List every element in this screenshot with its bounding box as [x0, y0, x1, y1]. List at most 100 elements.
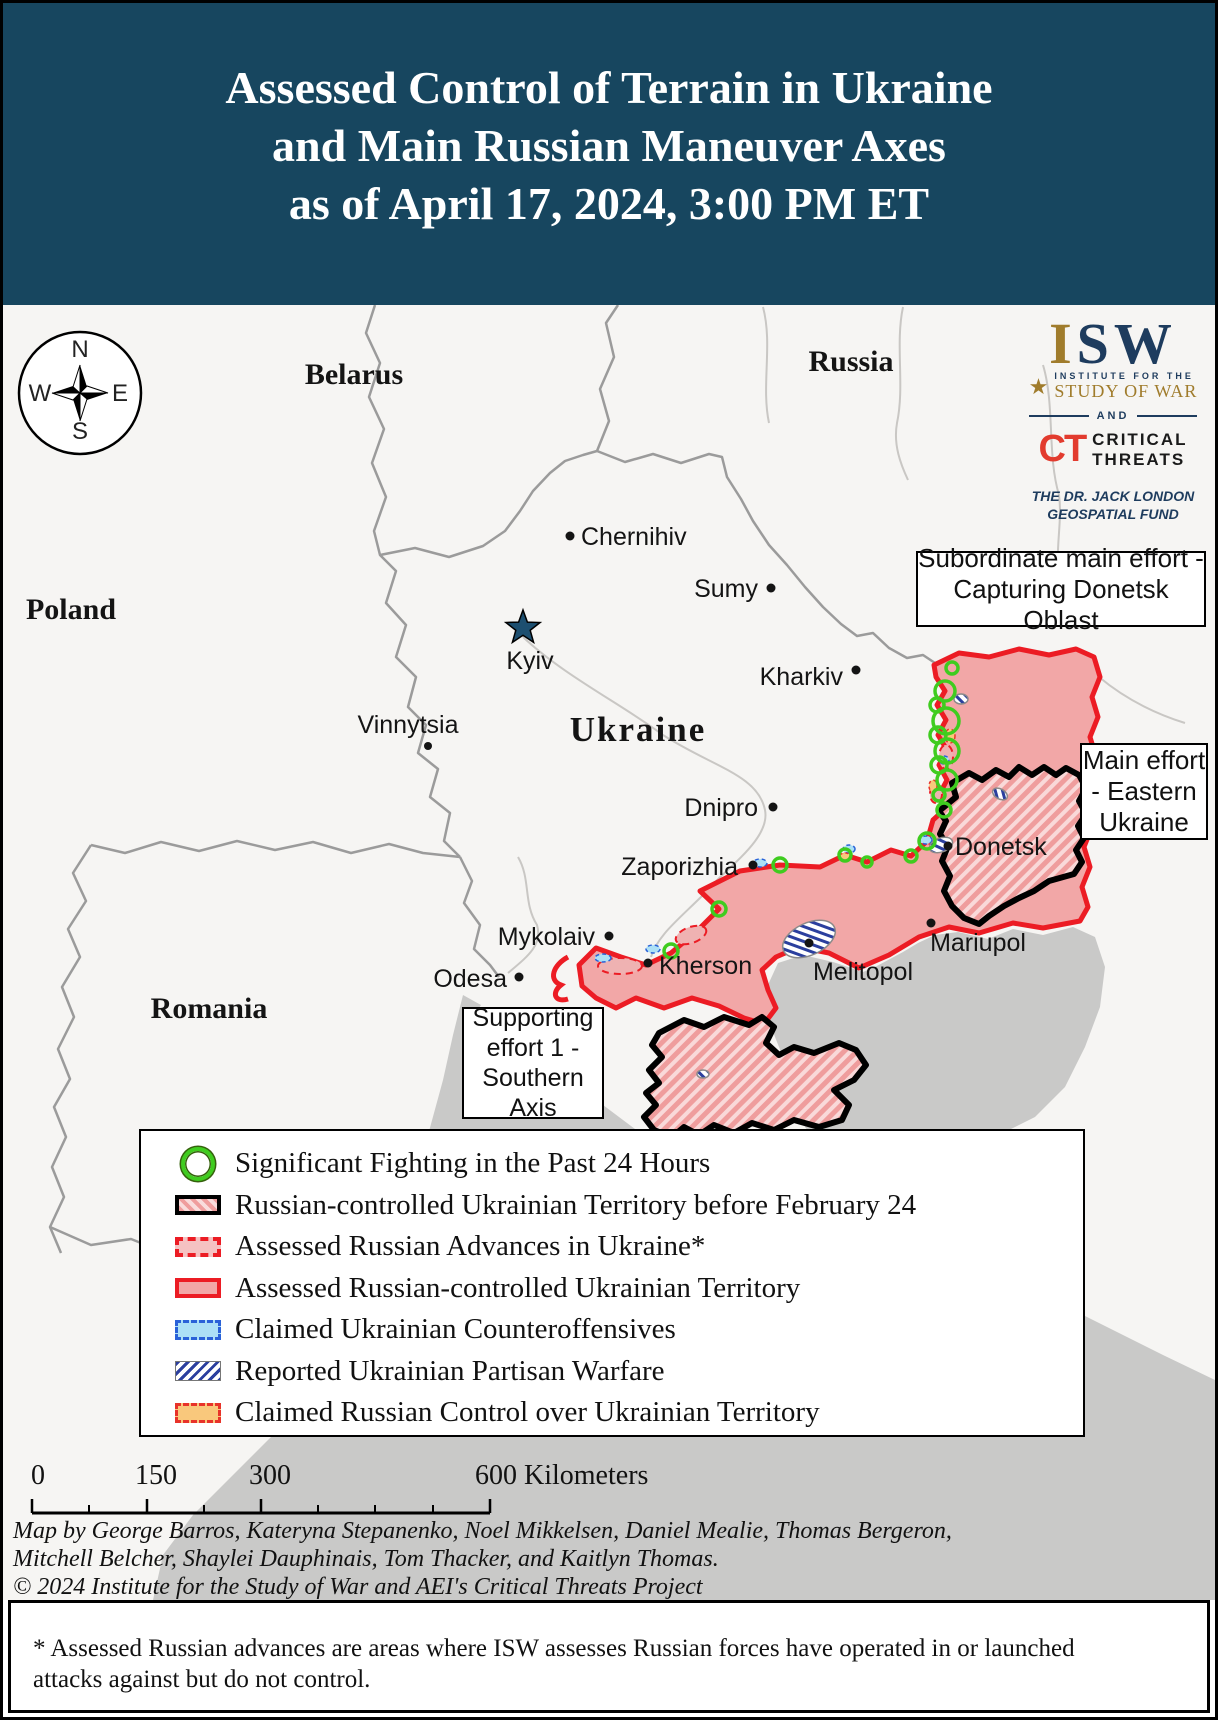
footnote-box: * Assessed Russian advances are areas wh… — [8, 1600, 1210, 1713]
legend-row: Claimed Russian Control over Ukrainian T… — [141, 1392, 1083, 1434]
legend-row: Russian-controlled Ukrainian Territory b… — [141, 1185, 1083, 1227]
title-line-3: as of April 17, 2024, 3:00 PM ET — [288, 178, 930, 229]
callout-subordinate-line2: Capturing Donetsk Oblast — [953, 573, 1169, 635]
mykolaiv-label: Mykolaiv — [498, 923, 596, 951]
legend-label-advances: Assessed Russian Advances in Ukraine* — [235, 1230, 706, 1263]
compass-e: E — [112, 380, 128, 407]
front-line-squiggle — [551, 954, 570, 1003]
callout-main-line1: Main effort — [1082, 745, 1206, 775]
legend-row: Significant Fighting in the Past 24 Hour… — [141, 1143, 1083, 1185]
ukraine-label: Ukraine — [570, 710, 707, 749]
chernihiv-dot — [565, 531, 575, 541]
callout-supporting-line3: Southern Axis — [482, 1064, 584, 1122]
vinnytsia-dot — [424, 742, 432, 750]
legend-row: Assessed Russian-controlled Ukrainian Te… — [141, 1268, 1083, 1310]
controlled-swatch — [175, 1278, 221, 1299]
legend-label-controlled: Assessed Russian-controlled Ukrainian Te… — [235, 1271, 801, 1304]
threats: THREATS — [1092, 449, 1186, 469]
callout-subordinate-line1: Subordinate main effort - — [918, 542, 1204, 573]
callout-supporting-line1: Supporting — [472, 1004, 594, 1032]
scale-300: 300 — [249, 1460, 291, 1491]
footnote-line-1: * Assessed Russian advances are areas wh… — [33, 1635, 1075, 1662]
kherson-dot — [643, 958, 653, 968]
zaporizhia-label: Zaporizhia — [621, 853, 738, 881]
fund-line-2: GEOSPATIAL FUND — [1047, 506, 1179, 522]
legend-row: Claimed Ukrainian Counteroffensives — [141, 1309, 1083, 1351]
prefeb24-swatch — [175, 1195, 221, 1216]
partisan-swatch — [175, 1361, 221, 1382]
callout-main-line3: Ukraine — [1099, 807, 1189, 837]
prefeb24-crimea — [641, 1014, 869, 1140]
belarus-label: Belarus — [305, 358, 403, 391]
and-divider: AND — [1029, 410, 1197, 422]
fund-line-1: THE DR. JACK LONDON — [1031, 488, 1195, 504]
critical: CRITICAL — [1092, 429, 1188, 449]
fighting-circles — [662, 660, 961, 960]
kyiv-star — [503, 607, 543, 645]
kherson-label: Kherson — [659, 952, 752, 980]
dnipro-label: Dnipro — [684, 794, 758, 822]
callout-main-line2: - Eastern — [1091, 776, 1197, 806]
city-markers — [424, 531, 953, 982]
compass-w: W — [29, 380, 52, 407]
title-line-2: and Main Russian Maneuver Axes — [272, 120, 946, 171]
kharkiv-label: Kharkiv — [760, 663, 844, 691]
chernihiv-label: Chernihiv — [581, 523, 687, 551]
city-labels: Chernihiv Sumy Kyiv Kharkiv Vinnytsia Dn… — [358, 523, 1048, 993]
callout-supporting-line2: effort 1 - — [486, 1034, 580, 1062]
map-credits: Map by George Barros, Kateryna Stepanenk… — [13, 1517, 952, 1601]
vinnytsia-label: Vinnytsia — [358, 711, 459, 739]
title-banner: Assessed Control of Terrain in Ukraine a… — [3, 3, 1215, 305]
romania-label: Romania — [151, 992, 268, 1025]
prefeb24-donbas — [936, 764, 1089, 927]
zaporizhia-dot — [748, 860, 758, 870]
credits-line-2: Mitchell Belcher, Shaylei Dauphinais, To… — [13, 1546, 719, 1572]
scale-bar: 0 150 300 600 Kilometers — [13, 1460, 653, 1515]
legend-label-counteroffensive: Claimed Ukrainian Counteroffensives — [235, 1313, 676, 1346]
melitopol-dot — [804, 938, 814, 948]
dnipro-dot — [768, 802, 778, 812]
map-area[interactable]: Chernihiv Sumy Kyiv Kharkiv Vinnytsia Dn… — [3, 305, 1215, 1600]
ct-monogram: CT — [1038, 428, 1088, 470]
legend-label-fighting: Significant Fighting in the Past 24 Hour… — [235, 1147, 711, 1180]
footnote-line-2: attacks against but do not control. — [33, 1666, 371, 1693]
scale-150: 150 — [135, 1460, 177, 1491]
sumy-label: Sumy — [694, 575, 758, 603]
claimed-control-swatch — [175, 1402, 221, 1423]
isw-wordmark: ISW — [1049, 311, 1177, 376]
credits-line-1: Map by George Barros, Kateryna Stepanenk… — [13, 1518, 952, 1544]
legend-label-prefeb24: Russian-controlled Ukrainian Territory b… — [235, 1188, 917, 1221]
poland-label: Poland — [26, 593, 116, 626]
fighting-circle-swatch — [181, 1146, 215, 1181]
compass-s: S — [72, 418, 88, 445]
odesa-label: Odesa — [433, 965, 507, 993]
kyiv-label: Kyiv — [506, 647, 554, 675]
donetsk-dot — [943, 841, 953, 851]
scale-600: 600 Kilometers — [475, 1460, 649, 1491]
callout-supporting-effort: Supporting effort 1 - Southern Axis — [462, 1004, 604, 1122]
donetsk-label: Donetsk — [955, 833, 1047, 861]
isw-ct-logo: ISW ★ INSTITUTE FOR THE STUDY OF WAR AND… — [1015, 315, 1211, 523]
legend-row: Reported Ukrainian Partisan Warfare — [141, 1351, 1083, 1393]
institute-for-the: INSTITUTE FOR THE — [1054, 371, 1194, 381]
counteroffensive-swatch — [175, 1319, 221, 1340]
odesa-dot — [514, 972, 524, 982]
credits-line-3: © 2024 Institute for the Study of War an… — [13, 1574, 703, 1600]
counteroffensive-marks — [594, 755, 950, 963]
mariupol-label: Mariupol — [930, 929, 1026, 957]
russia-label: Russia — [808, 345, 893, 378]
callout-main-effort: Main effort - Eastern Ukraine — [1080, 743, 1208, 840]
mariupol-dot — [926, 918, 936, 928]
melitopol-label: Melitopol — [813, 958, 913, 986]
mykolaiv-dot — [604, 931, 614, 941]
legend: Significant Fighting in the Past 24 Hour… — [139, 1129, 1085, 1437]
legend-label-claimed: Claimed Russian Control over Ukrainian T… — [235, 1396, 820, 1429]
scale-0: 0 — [31, 1460, 45, 1491]
kharkiv-dot — [851, 665, 861, 675]
title-line-1: Assessed Control of Terrain in Ukraine — [225, 62, 993, 113]
legend-row: Assessed Russian Advances in Ukraine* — [141, 1226, 1083, 1268]
study-of-war: STUDY OF WAR — [1054, 381, 1198, 401]
compass-rose: N E S W — [17, 330, 143, 456]
compass-n: N — [71, 336, 88, 363]
